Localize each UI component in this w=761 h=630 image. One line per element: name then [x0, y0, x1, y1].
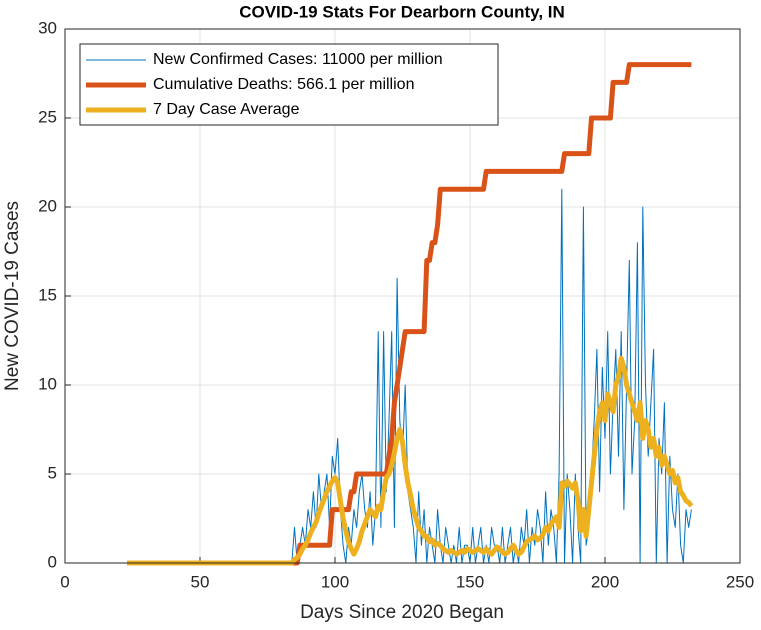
x-tick-label: 150 [456, 572, 484, 591]
y-tick-label: 15 [38, 285, 57, 304]
chart-title: COVID-19 Stats For Dearborn County, IN [239, 2, 565, 21]
legend-label: New Confirmed Cases: 11000 per million [153, 51, 443, 68]
y-tick-label: 10 [38, 374, 57, 393]
y-tick-label: 0 [48, 552, 57, 571]
x-axis-label: Days Since 2020 Began [300, 602, 504, 623]
x-tick-label: 0 [60, 572, 69, 591]
legend-label: Cumulative Deaths: 566.1 per million [153, 76, 414, 93]
y-tick-label: 30 [38, 18, 57, 37]
axes-box [64, 28, 741, 564]
x-tick-label: 200 [591, 572, 619, 591]
legend-label: 7 Day Case Average [153, 101, 300, 118]
legend: New Confirmed Cases: 11000 per million Cu… [79, 43, 499, 126]
y-tick-label: 5 [48, 463, 57, 482]
x-tick-label: 100 [321, 572, 349, 591]
x-tick-label: 250 [726, 572, 754, 591]
y-axis-label: New COVID-19 Cases [2, 201, 23, 391]
y-tick-label: 20 [38, 196, 57, 215]
legend-box [79, 43, 499, 126]
y-tick-label: 25 [38, 107, 57, 126]
x-tick-label: 50 [191, 572, 210, 591]
